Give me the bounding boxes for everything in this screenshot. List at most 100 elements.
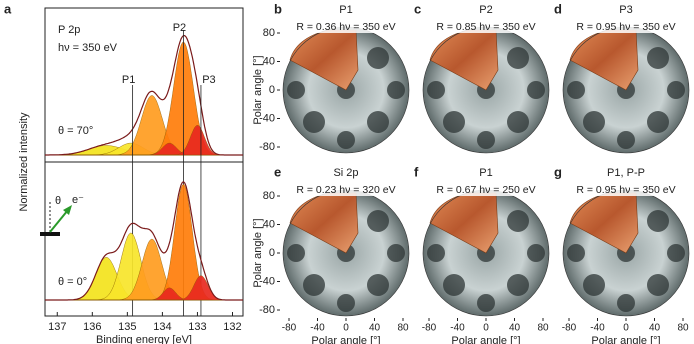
annotation: θ = 0° (58, 276, 87, 288)
pattern-spot (647, 210, 669, 232)
pattern-spot (507, 47, 529, 69)
y-tick-label: 0 (269, 84, 275, 96)
sample-icon (40, 232, 60, 236)
y-axis-label: Polar angle [°] (252, 55, 264, 124)
x-tick-label: -40 (590, 323, 605, 334)
y-tick-label: 80 (263, 27, 275, 39)
x-tick-label: -80 (282, 323, 297, 334)
pattern-spot (303, 111, 325, 133)
panel-stats: R = 0.67 hν = 250 eV (436, 184, 535, 196)
pattern-spot (367, 274, 389, 296)
panel-stats: R = 0.85 hν = 350 eV (436, 21, 535, 33)
panel-title: P1, P-P (607, 167, 645, 179)
panel-letter: f (414, 164, 419, 179)
stats-box (280, 20, 412, 33)
pattern-spot (567, 244, 585, 262)
pattern-spot (617, 131, 635, 149)
pattern-spot (337, 131, 355, 149)
pattern-spot (287, 81, 305, 99)
stats-box (420, 183, 552, 196)
panel-letter: a (4, 1, 12, 16)
x-tick-label: 135 (118, 321, 136, 333)
panel-letter: b (274, 1, 282, 16)
pattern-spot (367, 111, 389, 133)
panel-stats: R = 0.23 hν = 320 eV (296, 184, 395, 196)
pattern-spot (367, 210, 389, 232)
pattern-spot (337, 294, 355, 312)
fit-component (45, 238, 243, 301)
pattern-spot (583, 111, 605, 133)
y-tick-label: -80 (259, 141, 275, 153)
y-tick-label: -80 (259, 304, 275, 316)
y-tick-label: -40 (259, 275, 275, 287)
spectrum-subtitle: hν = 350 eV (58, 42, 118, 54)
x-tick-label: 136 (83, 321, 101, 333)
y-tick-label: 0 (269, 247, 275, 259)
stats-box (420, 20, 552, 33)
y-tick-label: 80 (263, 190, 275, 202)
panel-letter: e (274, 164, 281, 179)
x-axis-label: Polar angle [°] (591, 335, 660, 344)
pattern-spot (567, 81, 585, 99)
pattern-spot (443, 274, 465, 296)
panel-title: P2 (479, 4, 492, 16)
pattern-spot (427, 81, 445, 99)
x-tick-label: -80 (422, 323, 437, 334)
panel-stats: R = 0.95 hν = 350 eV (576, 21, 675, 33)
y-axis-label: Normalized intensity (18, 112, 30, 212)
pattern-spot (477, 131, 495, 149)
fit-envelope (45, 34, 243, 156)
emission-arrow (49, 209, 69, 233)
panel-title: Si 2p (333, 167, 358, 179)
x-tick-label: 80 (677, 323, 689, 334)
pattern-spot (367, 47, 389, 69)
y-tick-label: 40 (263, 218, 275, 230)
y-tick-label: 40 (263, 55, 275, 67)
pattern-spot (443, 111, 465, 133)
pattern-spot (477, 294, 495, 312)
pattern-spot (617, 294, 635, 312)
spectrum-title: P 2p (58, 24, 80, 36)
x-tick-label: 133 (188, 321, 206, 333)
x-axis-label: Polar angle [°] (311, 335, 380, 344)
peak-label: P2 (173, 22, 186, 34)
inset-particle: e⁻ (72, 194, 84, 206)
x-tick-label: 40 (649, 323, 661, 334)
panel-letter: g (554, 164, 562, 179)
y-axis-label: Polar angle [°] (252, 218, 264, 287)
pattern-spot (427, 244, 445, 262)
pattern-spot (527, 81, 545, 99)
x-tick-label: 80 (397, 323, 409, 334)
fit-component (45, 125, 243, 156)
pattern-spot (507, 111, 529, 133)
x-axis-label: Binding energy [eV] (96, 334, 192, 344)
panel-letter: c (414, 1, 421, 16)
x-tick-label: -40 (310, 323, 325, 334)
x-axis-label: Polar angle [°] (451, 335, 520, 344)
pattern-spot (667, 244, 685, 262)
panel-stats: R = 0.95 hν = 350 eV (576, 184, 675, 196)
pattern-spot (387, 244, 405, 262)
pattern-spot (303, 274, 325, 296)
x-tick-label: 0 (343, 323, 349, 334)
x-tick-label: 40 (509, 323, 521, 334)
x-tick-label: 40 (369, 323, 381, 334)
pattern-spot (647, 47, 669, 69)
panel-title: P3 (619, 4, 632, 16)
arrow-head (63, 205, 72, 215)
annotation: θ = 70° (58, 125, 93, 137)
x-tick-label: 134 (153, 321, 171, 333)
peak-label: P3 (202, 74, 215, 86)
pattern-spot (667, 81, 685, 99)
x-tick-label: -40 (450, 323, 465, 334)
x-tick-label: 0 (623, 323, 629, 334)
panel-title: P1 (479, 167, 492, 179)
pattern-spot (647, 111, 669, 133)
y-tick-label: -40 (259, 112, 275, 124)
stats-box (560, 183, 692, 196)
pattern-spot (507, 210, 529, 232)
pattern-spot (287, 244, 305, 262)
stats-box (560, 20, 692, 33)
pattern-spot (507, 274, 529, 296)
